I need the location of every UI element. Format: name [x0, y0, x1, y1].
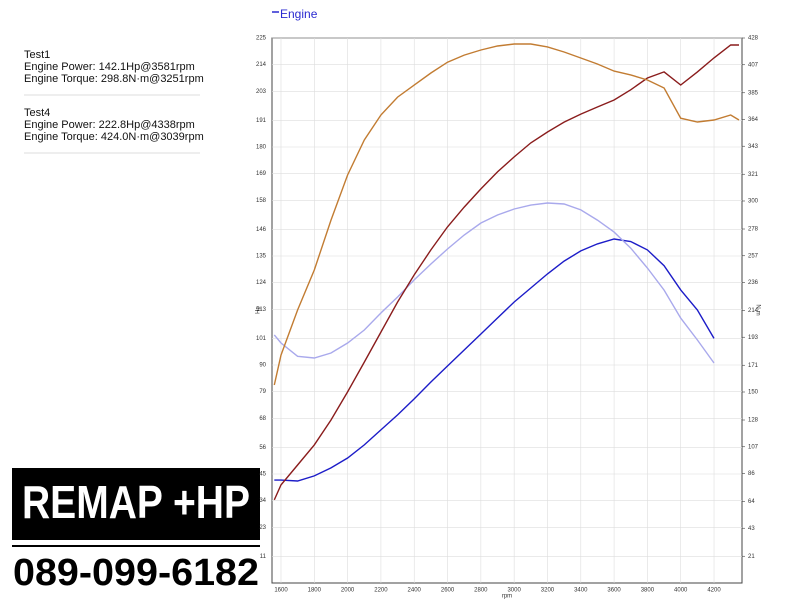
- y2-tick-label: 343: [748, 144, 759, 150]
- y2-tick-label: 428: [748, 36, 759, 42]
- x-tick-label: 2000: [341, 588, 355, 594]
- y2-tick-label: 64: [748, 499, 755, 505]
- x-tick-label: 2400: [408, 588, 422, 594]
- y-tick-label: 146: [256, 227, 267, 233]
- y2-tick-label: 214: [748, 308, 759, 314]
- banner-box: [12, 468, 260, 540]
- y2-tick-label: 364: [748, 117, 759, 123]
- x-tick-label: 4200: [707, 588, 721, 594]
- plot-frame: [271, 37, 743, 584]
- y-tick-label: 225: [256, 36, 267, 42]
- y2-tick-label: 236: [748, 280, 759, 286]
- y2-tick-label: 385: [748, 90, 759, 96]
- banner-phone: 089-099-6182: [13, 552, 259, 594]
- y-tick-label: 203: [256, 89, 267, 95]
- x-tick-label: 1600: [274, 588, 288, 594]
- y-tick-label: 158: [256, 198, 267, 204]
- y2-tick-label: 128: [748, 418, 759, 424]
- y2-tick-label: 321: [748, 172, 759, 178]
- x-tick-label: 2600: [441, 588, 455, 594]
- series-line: [273, 43, 740, 386]
- test-name: Test4: [24, 107, 50, 119]
- x-tick-label: 1800: [308, 588, 322, 594]
- x-tick-label: 3200: [541, 588, 555, 594]
- y2-tick-label: 86: [748, 471, 755, 477]
- y2-tick-label: 171: [748, 363, 759, 369]
- y-tick-label: 113: [256, 307, 266, 313]
- x-tick-label: 3000: [507, 588, 521, 594]
- series-line: [273, 44, 739, 501]
- x-tick-label: 2800: [474, 588, 488, 594]
- y-tick-label: 68: [259, 416, 266, 422]
- y2-tick-label: 107: [748, 444, 759, 450]
- y-tick-label: 34: [259, 498, 266, 504]
- y-tick-label: 124: [256, 280, 267, 286]
- banner-title: REMAP +HP: [22, 476, 250, 528]
- y-tick-label: 79: [259, 389, 266, 395]
- x-tick-label: 3600: [607, 588, 621, 594]
- y2-tick-label: 21: [748, 554, 755, 560]
- y2-tick-label: 193: [748, 335, 759, 341]
- y2-tick-label: 407: [748, 62, 759, 68]
- y-tick-label: 45: [259, 472, 266, 478]
- legend-label: Engine: [280, 7, 318, 21]
- y2-tick-label: 43: [748, 526, 755, 532]
- x-tick-label: 4000: [674, 588, 688, 594]
- y2-tick-label: 300: [748, 199, 759, 205]
- y-tick-label: 169: [256, 171, 267, 177]
- x-tick-label: 3800: [641, 588, 655, 594]
- x-tick-label: 2200: [374, 588, 388, 594]
- y-tick-label: 191: [256, 118, 267, 124]
- y2-tick-label: 278: [748, 227, 759, 233]
- grid: [272, 37, 742, 583]
- test-name: Test1: [24, 49, 50, 61]
- y2-tick-label: 257: [748, 253, 759, 259]
- test-line: Engine Power: 222.8Hp@4338rpm: [24, 119, 195, 131]
- y-tick-label: 135: [256, 254, 267, 260]
- x-axis-title: rpm: [502, 594, 512, 600]
- y-tick-label: 214: [256, 62, 267, 68]
- x-tick-label: 3400: [574, 588, 588, 594]
- test-line: Engine Power: 142.1Hp@3581rpm: [24, 61, 195, 73]
- y-tick-label: 23: [259, 525, 266, 531]
- y-tick-label: 180: [256, 145, 267, 151]
- y-tick-label: 90: [259, 363, 266, 369]
- y2-tick-label: 150: [748, 390, 759, 396]
- test-line: Engine Torque: 424.0N·m@3039rpm: [24, 131, 204, 143]
- test-line: Engine Torque: 298.8N·m@3251rpm: [24, 73, 204, 85]
- series-line: [273, 202, 715, 364]
- y-axis-title: Hp: [256, 306, 262, 314]
- y-tick-label: 56: [259, 445, 266, 451]
- y-tick-label: 101: [256, 336, 267, 342]
- y2-axis-title: N·m: [754, 304, 760, 315]
- series-line: [274, 238, 715, 482]
- y-tick-label: 11: [260, 554, 267, 560]
